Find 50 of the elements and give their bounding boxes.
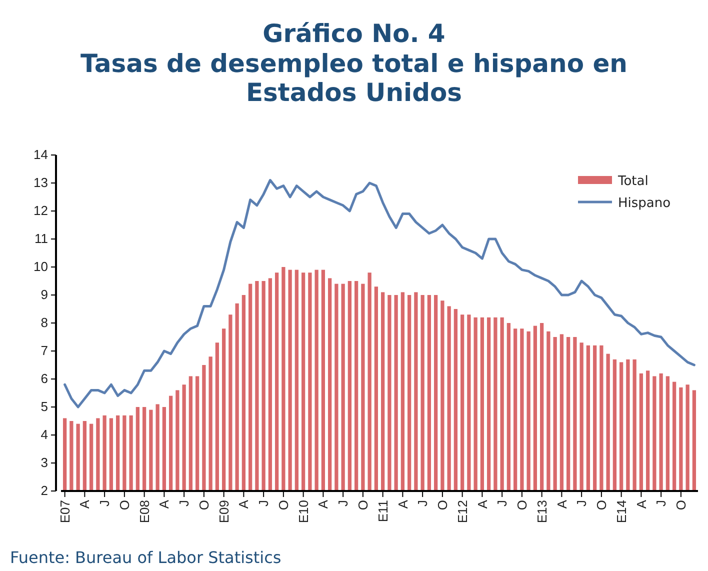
- x-tick-label: E12: [454, 500, 470, 524]
- x-tick-label: O: [355, 500, 370, 510]
- x-tick-label: J: [574, 500, 590, 506]
- x-tick-label: E08: [136, 500, 152, 524]
- x-tick-label: O: [196, 500, 212, 510]
- x-tick-label: O: [276, 500, 291, 510]
- x-tick-label: O: [116, 500, 132, 510]
- x-tick-label: O: [434, 500, 450, 510]
- x-tick-label: E14: [614, 500, 629, 524]
- chart-title: Gráfico No. 4: [262, 19, 446, 48]
- y-tick-label: 4: [40, 427, 48, 442]
- y-tick-label: 14: [34, 147, 48, 162]
- y-tick-label: 8: [40, 315, 48, 330]
- y-tick-label: 3: [40, 455, 48, 470]
- x-tick-label: J: [97, 500, 112, 506]
- x-tick-label: A: [554, 500, 570, 509]
- y-tick-label: 12: [34, 203, 48, 218]
- x-tick-label: J: [176, 500, 192, 506]
- x-tick-label: A: [236, 500, 252, 509]
- x-tick-label: A: [634, 500, 649, 509]
- y-tick-label: 9: [40, 287, 48, 302]
- x-tick-label: O: [673, 500, 688, 510]
- x-tick-label: E09: [216, 500, 232, 524]
- legend-label: Hispano: [618, 196, 671, 211]
- x-tick-label: E07: [57, 500, 72, 524]
- y-tick-label: 11: [34, 231, 48, 246]
- x-tick-label: A: [156, 500, 172, 509]
- y-tick-label: 10: [34, 259, 48, 274]
- x-tick-label: E11: [375, 500, 390, 522]
- x-tick-label: J: [654, 500, 669, 506]
- legend-label: Total: [617, 174, 648, 189]
- x-tick-label: A: [77, 500, 92, 509]
- x-tick-label: J: [256, 500, 272, 506]
- y-tick-label: 2: [40, 483, 48, 498]
- y-tick-label: 5: [40, 399, 48, 414]
- x-tick-label: J: [415, 500, 430, 506]
- source-note: Fuente: Bureau of Labor Statistics: [10, 548, 282, 567]
- x-tick-label: O: [514, 500, 530, 510]
- y-tick-label: 13: [34, 175, 48, 190]
- x-tick-label: J: [336, 500, 351, 506]
- x-tick-label: A: [395, 500, 410, 509]
- y-tick-label: 7: [40, 343, 48, 358]
- x-tick-label: E10: [296, 500, 311, 524]
- x-tick-label: A: [474, 500, 490, 509]
- y-tick-label: 6: [40, 371, 48, 386]
- x-tick-label: J: [494, 500, 510, 506]
- x-tick-label: O: [594, 500, 609, 510]
- chart-subtitle: Tasas de desempleo total e hispano en Estados Unidos: [80, 49, 628, 107]
- x-tick-label: A: [316, 500, 331, 509]
- x-tick-label: E13: [534, 500, 550, 524]
